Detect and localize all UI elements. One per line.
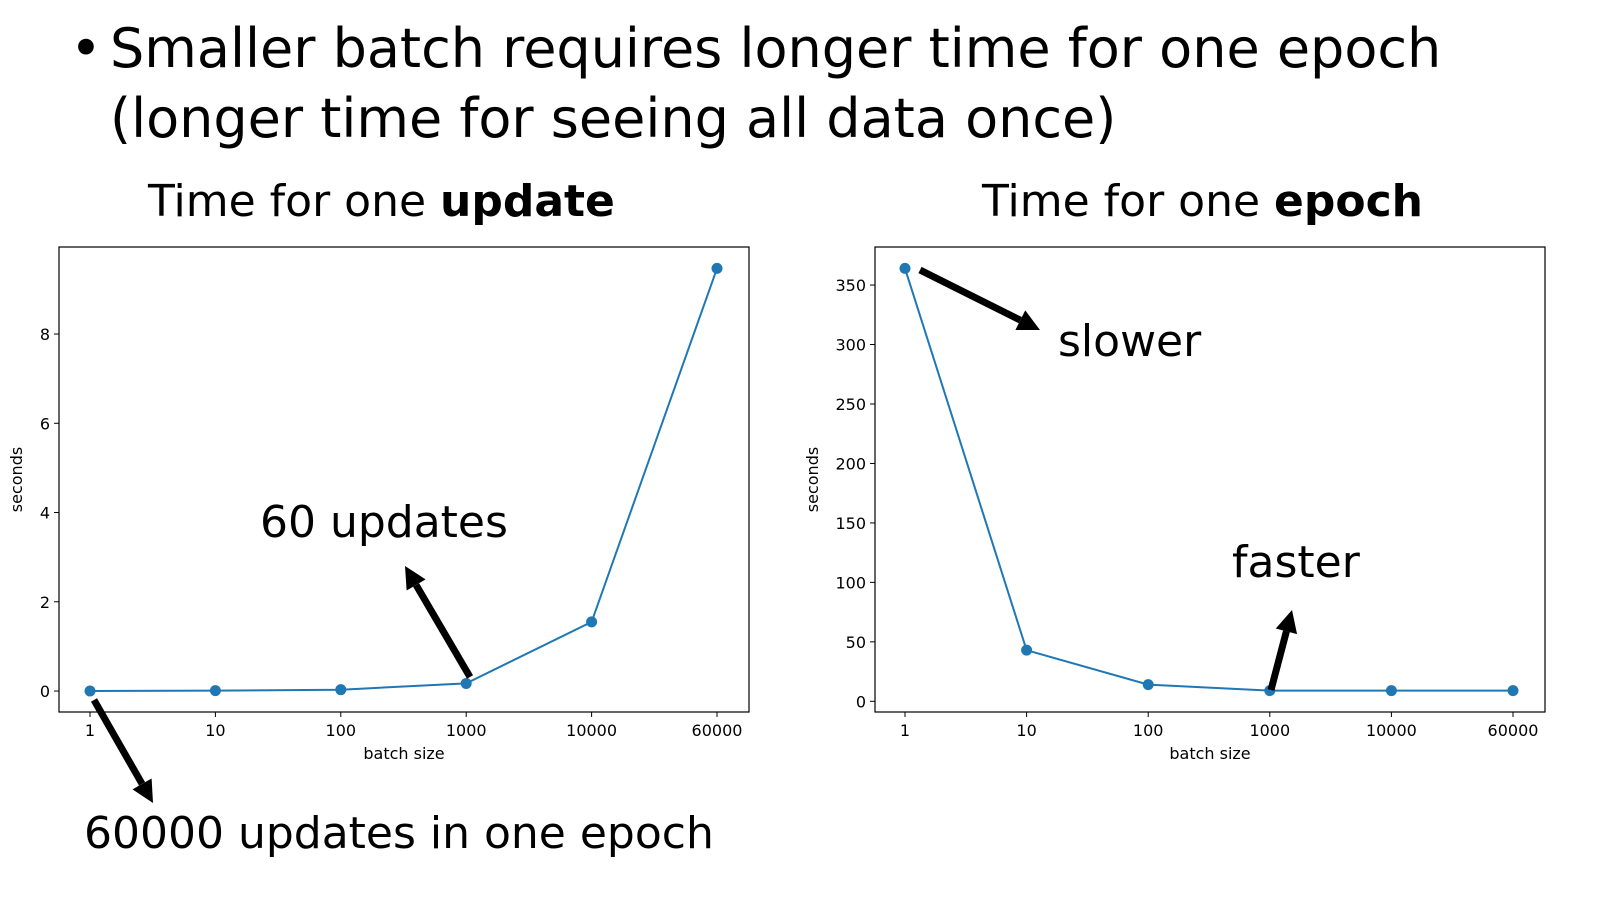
right-y-tick-label: 350	[835, 276, 866, 295]
arrow-slower-head	[1015, 310, 1040, 330]
left-y-tick-label: 6	[40, 414, 50, 433]
left-x-tick-label: 10	[205, 721, 225, 740]
left-x-tick-label: 1000	[446, 721, 487, 740]
arrow-faster-shaft	[1267, 630, 1290, 691]
right-y-tick-label: 250	[835, 395, 866, 414]
left-y-tick-label: 2	[40, 593, 50, 612]
right-y-tick-label: 50	[846, 633, 866, 652]
left-data-point	[84, 685, 96, 697]
left-data-point	[586, 616, 598, 628]
arrow-60-updates	[405, 566, 474, 679]
left-y-tick-label: 0	[40, 682, 50, 701]
left-data-point	[460, 677, 472, 689]
right-y-tick-label: 0	[856, 692, 866, 711]
bullet-dot: •	[70, 17, 102, 80]
left-chart-title: Time for one update	[148, 176, 615, 227]
arrow-faster	[1267, 610, 1298, 691]
arrow-60-updates-shaft	[413, 583, 474, 679]
arrow-60000-updates-shaft	[90, 698, 146, 786]
right-data-point	[1021, 644, 1033, 656]
right-data-point	[1385, 685, 1397, 697]
arrow-60-updates-head	[405, 566, 426, 591]
right-chart-title-bold: epoch	[1274, 176, 1423, 227]
right-data-point	[1142, 679, 1154, 691]
left-x-tick-label: 10000	[566, 721, 617, 740]
right-series-line	[904, 268, 1513, 692]
arrow-60000-updates	[90, 698, 153, 803]
right-x-tick-label: 10000	[1366, 721, 1417, 740]
bullet-line-1: Smaller batch requires longer time for o…	[110, 17, 1442, 80]
left-y-axis-label: seconds	[7, 447, 26, 512]
left-x-tick-label: 1	[85, 721, 95, 740]
right-chart-title-prefix: Time for one	[982, 176, 1275, 227]
arrow-60000-updates-head	[132, 778, 153, 803]
right-y-tick-label: 150	[835, 514, 866, 533]
left-data-point	[335, 684, 347, 696]
annotation-60000-updates: 60000 updates in one epoch	[84, 808, 714, 859]
right-y-axis-label: seconds	[803, 447, 822, 512]
right-y-tick-label: 200	[835, 454, 866, 473]
right-x-axis-label: batch size	[1169, 744, 1250, 763]
left-data-point	[209, 685, 221, 697]
arrow-faster-head	[1275, 610, 1298, 635]
right-data-point	[1507, 685, 1519, 697]
left-x-tick-label: 100	[326, 721, 357, 740]
left-data-point	[711, 262, 723, 274]
left-x-axis-label: batch size	[363, 744, 444, 763]
left-x-tick-label: 60000	[692, 721, 743, 740]
left-y-tick-label: 4	[40, 504, 50, 523]
annotation-slower: slower	[1058, 316, 1202, 367]
left-chart-title-bold: update	[440, 176, 615, 227]
right-x-tick-label: 1000	[1249, 721, 1290, 740]
left-y-tick-label: 8	[40, 325, 50, 344]
right-x-tick-label: 100	[1133, 721, 1164, 740]
right-x-tick-label: 10	[1016, 721, 1036, 740]
bullet-text: • Smaller batch requires longer time for…	[70, 14, 1441, 154]
left-chart-title-prefix: Time for one	[148, 176, 441, 227]
right-x-tick-label: 60000	[1488, 721, 1539, 740]
right-x-tick-label: 1	[900, 721, 910, 740]
arrow-slower	[918, 266, 1040, 330]
left-plot-frame	[58, 246, 750, 713]
annotation-faster: faster	[1232, 537, 1360, 588]
right-data-point	[899, 262, 911, 274]
right-y-tick-label: 100	[835, 573, 866, 592]
left-series-line	[89, 268, 718, 692]
right-plot-frame	[874, 246, 1546, 713]
right-y-tick-label: 300	[835, 336, 866, 355]
arrow-slower-shaft	[918, 266, 1022, 324]
bullet-line-2: (longer time for seeing all data once)	[110, 87, 1117, 150]
annotation-60-updates: 60 updates	[260, 497, 508, 548]
right-chart-title: Time for one epoch	[982, 176, 1423, 227]
